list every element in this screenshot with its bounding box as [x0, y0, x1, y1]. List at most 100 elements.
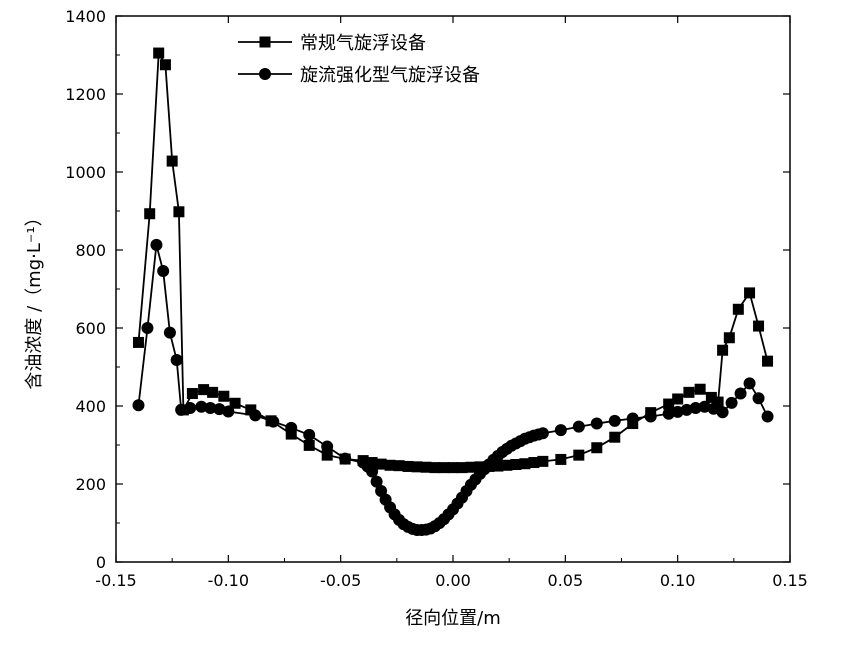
- y-tick-label: 400: [75, 397, 106, 416]
- y-tick-label: 600: [75, 319, 106, 338]
- series-2-point: [698, 400, 711, 413]
- series-2-point: [671, 405, 684, 418]
- x-axis-title: 径向位置/m: [405, 608, 501, 629]
- series-2-point: [716, 406, 729, 419]
- series-2-point: [204, 401, 217, 414]
- axis-tick-labels: -0.15 -0.10 -0.05 0.00 0.05 0.10 0.15 0 200 400 60…: [65, 7, 808, 590]
- series-2-point: [680, 403, 693, 416]
- series-2-point: [734, 387, 747, 400]
- series-1-point: [375, 458, 387, 470]
- series-1-point: [321, 449, 333, 461]
- series-2-point: [249, 409, 262, 422]
- series-1-point: [683, 386, 695, 398]
- series-1-point: [717, 344, 729, 356]
- series-2-point: [132, 399, 145, 412]
- series-1-point: [753, 320, 765, 332]
- series-2-point: [339, 452, 352, 465]
- y-tick-label: 1400: [65, 7, 106, 26]
- series-1-point: [429, 462, 441, 474]
- series-1-point: [393, 460, 405, 472]
- series-2-point: [150, 238, 163, 251]
- series-2-point: [644, 410, 657, 423]
- x-tick-label: 0.00: [435, 571, 471, 590]
- series-1-point: [510, 459, 522, 470]
- series-2-point: [157, 265, 170, 278]
- series-2-point: [285, 421, 298, 434]
- legend-item-1: 常规气旋浮设备: [238, 33, 426, 54]
- series-2-point: [662, 407, 675, 420]
- series-2-point: [370, 475, 383, 488]
- series-1-point: [218, 390, 230, 402]
- series-2-point: [213, 403, 226, 416]
- y-tick-label: 1000: [65, 163, 106, 182]
- series-1-point: [402, 460, 414, 472]
- plot-frame: [115, 15, 791, 563]
- series-2-point: [743, 377, 756, 390]
- series-1-point: [173, 206, 185, 218]
- series-1-point: [420, 461, 432, 473]
- series-2-point: [707, 402, 720, 415]
- series-2-point: [590, 417, 603, 430]
- series-1-point: [537, 455, 549, 467]
- series-1-point: [229, 397, 241, 409]
- y-tick-label: 800: [75, 241, 106, 260]
- series-1-point: [573, 449, 585, 461]
- y-tick-label: 200: [75, 475, 106, 494]
- legend-point: [259, 68, 271, 80]
- series-2-point: [725, 396, 738, 409]
- x-tick-label: -0.05: [320, 571, 361, 590]
- series-1-point: [384, 459, 396, 471]
- series-1-point: [712, 396, 724, 408]
- series-2-point: [195, 400, 208, 413]
- series-1-point: [447, 462, 459, 474]
- series-2-point: [761, 410, 774, 423]
- series-2-point: [175, 403, 188, 416]
- series-2-point: [689, 401, 702, 414]
- series-1-point: [555, 453, 567, 465]
- series-2-point: [554, 424, 567, 437]
- series-1-point: [438, 462, 450, 474]
- series-1-point: [705, 391, 717, 403]
- series-1-point: [186, 388, 198, 400]
- series-2: [132, 238, 774, 537]
- series-2-point: [536, 427, 549, 440]
- series-1-point: [672, 393, 684, 405]
- series-2-point: [141, 322, 154, 334]
- series-1-point: [132, 336, 144, 348]
- series-1-point: [465, 461, 477, 473]
- series-1-point: [245, 404, 257, 416]
- series-1-point: [501, 459, 513, 471]
- series-1-point: [285, 428, 297, 440]
- series-1-point: [723, 332, 735, 344]
- x-tick-label: 0.15: [772, 571, 808, 590]
- series-1-point: [519, 458, 531, 470]
- legend-item-2: 旋流强化型气旋浮设备: [238, 65, 480, 86]
- series-2-point: [184, 401, 197, 414]
- x-tick-label: 0.05: [548, 571, 584, 590]
- series-1-point: [144, 208, 156, 220]
- series-2-point: [366, 465, 379, 478]
- series-1-point: [198, 384, 210, 396]
- series-2-point: [752, 392, 765, 405]
- series-1-point: [303, 439, 315, 451]
- series-2-point: [626, 412, 639, 425]
- series-2-point: [267, 415, 280, 428]
- series-1-point: [762, 355, 774, 367]
- legend-label: 常规气旋浮设备: [300, 33, 426, 54]
- series-2-line: [137, 244, 769, 531]
- series-1-point: [411, 461, 423, 473]
- series-1-point: [694, 383, 706, 395]
- series-1-point: [159, 59, 171, 71]
- series-1-point: [492, 460, 504, 472]
- x-tick-label: -0.10: [208, 571, 249, 590]
- legend-point: [259, 36, 271, 48]
- series-2-point: [222, 405, 235, 418]
- x-tick-label: -0.15: [95, 571, 136, 590]
- series-1-point: [609, 431, 621, 443]
- series-1-point: [456, 462, 468, 474]
- series-1-point: [732, 303, 744, 315]
- series-layer: [132, 47, 774, 537]
- axis-ticks: [115, 15, 791, 563]
